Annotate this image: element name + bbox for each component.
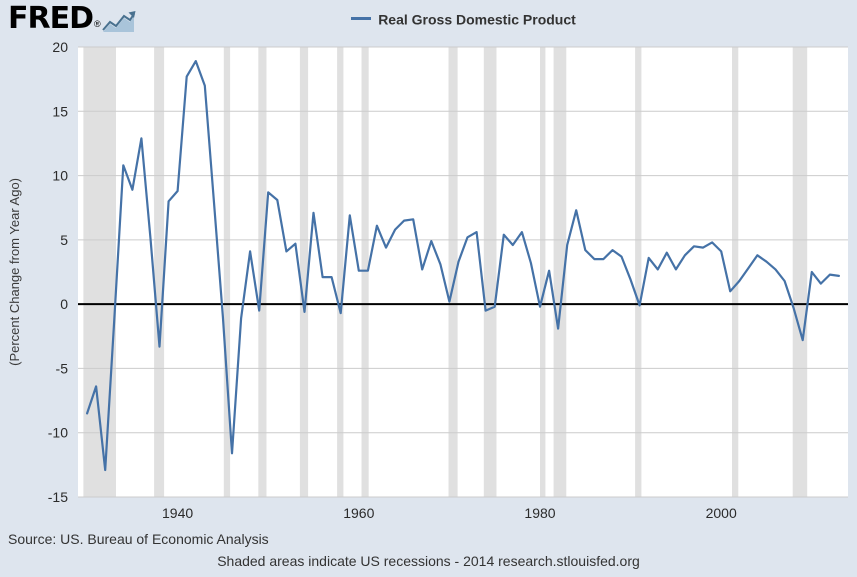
legend-line-swatch	[351, 16, 372, 20]
y-tick-label: 5	[60, 232, 68, 248]
y-tick-label: -5	[56, 360, 69, 376]
legend: Real Gross Domestic Product	[70, 10, 857, 27]
source-note: Source: US. Bureau of Economic Analysis	[8, 531, 269, 547]
recession-band	[223, 47, 231, 497]
recession-band	[448, 47, 458, 497]
recession-band	[299, 47, 309, 497]
fred-logo-text: FRED	[8, 1, 94, 36]
fred-logo[interactable]: FRED ®	[8, 3, 136, 35]
recession-note: Shaded areas indicate US recessions - 20…	[217, 553, 640, 569]
legend-label: Real Gross Domestic Product	[378, 11, 576, 28]
recession-band	[540, 47, 546, 497]
y-tick-label: 10	[52, 168, 68, 184]
recession-band	[792, 47, 808, 497]
recession-band	[361, 47, 369, 497]
fred-sparkline-icon	[101, 11, 136, 32]
recession-band	[553, 47, 567, 497]
x-tick-label: 1960	[343, 505, 374, 521]
recession-band	[483, 47, 497, 497]
y-tick-label: -15	[48, 489, 68, 505]
recession-band	[337, 47, 344, 497]
y-tick-label: -10	[48, 425, 68, 441]
y-tick-label: 20	[52, 39, 68, 55]
plot-background	[78, 47, 848, 497]
recession-band	[154, 47, 165, 497]
x-tick-label: 1980	[524, 505, 555, 521]
recession-band	[732, 47, 739, 497]
x-tick-label: 2000	[706, 505, 737, 521]
y-tick-label: 15	[52, 103, 68, 119]
x-tick-label: 1940	[162, 505, 193, 521]
y-tick-label: 0	[60, 296, 68, 312]
gdp-line	[85, 59, 841, 472]
recession-band	[635, 47, 642, 497]
registered-mark: ®	[94, 19, 101, 29]
